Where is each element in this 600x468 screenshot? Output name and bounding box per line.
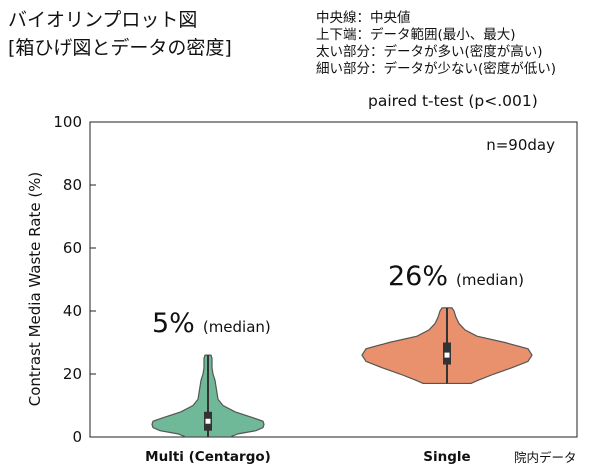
title-line-2: [箱ひげ図とデータの密度]: [8, 37, 232, 59]
median-value-label: 5%: [152, 308, 195, 339]
legend-note-wide: 太い部分：データが多い(密度が高い): [316, 44, 543, 60]
y-tick-label: 0: [72, 428, 82, 446]
y-tick-label: 100: [53, 113, 82, 131]
median-marker: [444, 352, 450, 358]
median-annotation: 5% (median): [152, 308, 271, 339]
x-category-label: Single: [423, 449, 470, 465]
median-marker: [205, 418, 211, 424]
y-tick-label: 20: [63, 365, 82, 383]
source-label: 院内データ: [514, 450, 577, 465]
y-tick-label: 80: [63, 176, 82, 194]
x-category-label: Multi (Centargo): [145, 449, 271, 465]
median-suffix-label: (median): [456, 271, 524, 289]
y-tick-label: 40: [63, 302, 82, 320]
plot-frame: [89, 121, 578, 438]
title-line-1: バイオリンプロット図: [8, 9, 198, 31]
median-annotation: 26% (median): [388, 261, 524, 292]
median-value-label: 26%: [388, 261, 448, 292]
test-label: paired t-test (p<.001): [368, 92, 538, 110]
n-label: n=90day: [486, 136, 555, 154]
legend-notes: 中央線：中央値 上下端：データ範囲(最小、最大) 太い部分：データが多い(密度が…: [316, 10, 556, 78]
y-tick-label: 60: [63, 239, 82, 257]
legend-note-narrow: 細い部分：データが少ない(密度が低い): [316, 61, 557, 77]
legend-note-range: 上下端：データ範囲(最小、最大): [316, 27, 516, 43]
median-suffix-label: (median): [203, 318, 271, 336]
chart-title: バイオリンプロット図 [箱ひげ図とデータの密度]: [8, 6, 232, 62]
legend-note-median: 中央線：中央値: [316, 10, 411, 26]
